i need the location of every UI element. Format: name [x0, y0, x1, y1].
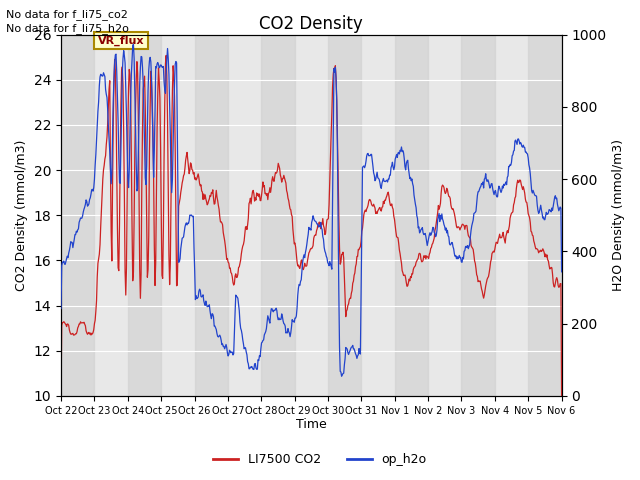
Bar — [461, 35, 495, 396]
op_h2o — [388, 163, 396, 168]
op_h2o — [118, 106, 125, 111]
X-axis label: Time: Time — [296, 419, 326, 432]
Text: VR_flux: VR_flux — [98, 36, 144, 46]
LI7500 CO2 — [387, 203, 395, 208]
LI7500 CO2 — [57, 393, 65, 399]
Bar — [261, 35, 294, 396]
op_h2o — [196, 287, 204, 292]
Line: op_h2o: op_h2o — [61, 44, 561, 376]
op_h2o — [373, 169, 381, 175]
op_h2o — [129, 41, 137, 47]
op_h2o — [338, 373, 346, 379]
op_h2o — [66, 244, 74, 250]
Bar — [195, 35, 228, 396]
Line: LI7500 CO2: LI7500 CO2 — [61, 55, 561, 396]
op_h2o — [57, 306, 65, 312]
Text: No data for f_li75_co2: No data for f_li75_co2 — [6, 9, 128, 20]
Title: CO2 Density: CO2 Density — [259, 15, 363, 33]
Y-axis label: CO2 Density (mmol/m3): CO2 Density (mmol/m3) — [15, 140, 28, 291]
Bar — [128, 35, 161, 396]
LI7500 CO2 — [163, 52, 170, 58]
LI7500 CO2 — [118, 68, 125, 74]
LI7500 CO2 — [169, 63, 177, 69]
LI7500 CO2 — [557, 393, 565, 399]
Bar — [61, 35, 94, 396]
Legend: LI7500 CO2, op_h2o: LI7500 CO2, op_h2o — [209, 448, 431, 471]
Bar — [528, 35, 561, 396]
Y-axis label: H2O Density (mmol/m3): H2O Density (mmol/m3) — [612, 139, 625, 291]
Bar — [395, 35, 428, 396]
LI7500 CO2 — [196, 180, 204, 186]
op_h2o — [557, 269, 565, 275]
LI7500 CO2 — [372, 209, 380, 215]
op_h2o — [169, 140, 177, 146]
Text: No data for f_li75_h2o: No data for f_li75_h2o — [6, 23, 129, 34]
LI7500 CO2 — [66, 330, 74, 336]
Bar — [328, 35, 362, 396]
